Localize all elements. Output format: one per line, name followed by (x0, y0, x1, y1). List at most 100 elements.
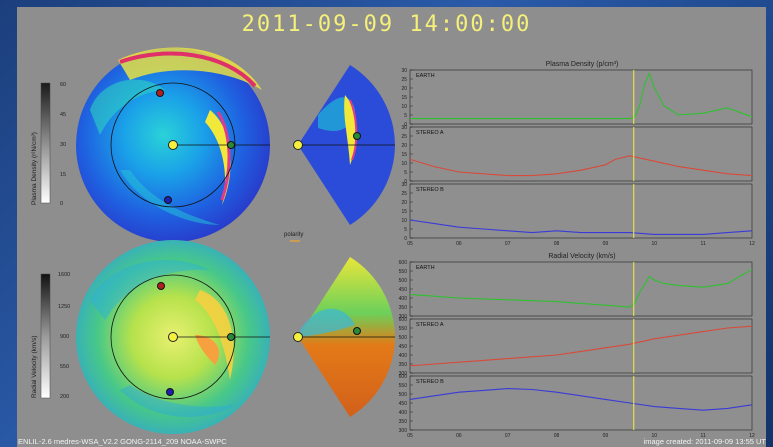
x-tick-label: 08 (554, 241, 560, 247)
panel-frame (409, 183, 753, 239)
y-tick-label: 400 (399, 353, 408, 359)
x-tick-label: 06 (456, 241, 462, 247)
velocity-tick: 1250 (58, 304, 70, 310)
series-line (409, 219, 753, 235)
y-tick-label: 10 (401, 161, 407, 167)
velocity-tick: 900 (60, 334, 69, 340)
timestamp-title: 2011-09-09 14:00:00 (241, 12, 532, 37)
velocity-spiral-arm (120, 385, 235, 417)
y-tick-label: 300 (399, 314, 408, 320)
panel-frame (409, 69, 753, 125)
panel-frame (409, 261, 753, 317)
x-tick-label: 08 (554, 433, 560, 439)
y-tick-label: 20 (401, 200, 407, 206)
y-tick-label: 0 (404, 122, 407, 128)
velocity-colorbar: 1600 1250 900 550 200 Radial Velocity (k… (31, 272, 70, 400)
velocity-colorbar-label: Radial Velocity (km/s) (31, 336, 38, 399)
y-tick-label: 30 (401, 182, 407, 188)
y-tick-label: 600 (399, 374, 408, 380)
polarity-label: polarity (284, 232, 303, 238)
series-line (409, 268, 753, 308)
y-tick-label: 25 (401, 191, 407, 197)
y-tick-label: 400 (399, 296, 408, 302)
x-tick-label: 07 (505, 433, 511, 439)
velocity-meridional-wedge (293, 257, 395, 417)
y-tick-label: 600 (399, 260, 408, 266)
y-tick-label: 550 (399, 326, 408, 332)
density-spiral-arm (90, 79, 165, 135)
y-tick-label: 550 (399, 383, 408, 389)
y-tick-label: 350 (399, 419, 408, 425)
y-tick-label: 15 (401, 209, 407, 215)
y-tick-label: 400 (399, 410, 408, 416)
y-tick-label: 450 (399, 401, 408, 407)
sun-marker (293, 332, 303, 342)
series-line (409, 325, 753, 367)
x-tick-label: 06 (456, 433, 462, 439)
density-tick: 0 (60, 201, 63, 207)
y-tick-label: 30 (401, 125, 407, 131)
x-tick-label: 09 (603, 241, 609, 247)
panel-name: EARTH (416, 73, 435, 79)
earth-marker (227, 141, 235, 149)
x-tick-label: 12 (749, 433, 755, 439)
density-cme-edge (216, 111, 231, 201)
panel-frame (409, 318, 753, 374)
density-colorbar: 60 45 30 15 0 Plasma Density (r²N/cm³) (31, 82, 66, 207)
panel-name: STEREO B (416, 187, 444, 193)
y-tick-label: 20 (401, 86, 407, 92)
velocity-cme-core (195, 335, 219, 365)
y-tick-label: 5 (404, 170, 407, 176)
x-tick-label: 11 (701, 433, 706, 439)
y-tick-label: 500 (399, 392, 408, 398)
y-tick-label: 300 (399, 428, 408, 434)
model-credit: ENLIL-2.6 medres-WSA_V2.2 GONG-2114_209 … (18, 437, 227, 446)
velocity-tick: 550 (60, 364, 69, 370)
x-tick-label: 10 (652, 241, 658, 247)
y-tick-label: 5 (404, 227, 407, 233)
y-tick-label: 10 (401, 104, 407, 110)
y-tick-label: 0 (404, 236, 407, 242)
panel-name: EARTH (416, 265, 435, 271)
y-tick-label: 10 (401, 218, 407, 224)
sun-marker (168, 332, 178, 342)
velocity-ecliptic-disk (76, 240, 270, 434)
earth-marker (227, 333, 235, 341)
sun-marker (293, 140, 303, 150)
density-stream-arc (118, 47, 262, 90)
velocity-tick: 1600 (58, 272, 70, 278)
panel-name: STEREO B (416, 379, 444, 385)
x-tick-label: 11 (701, 241, 706, 247)
density-tick: 45 (60, 112, 66, 118)
y-tick-label: 600 (399, 317, 408, 323)
y-tick-label: 350 (399, 362, 408, 368)
density-cme-band (205, 110, 231, 205)
density-meridional-wedge (293, 65, 395, 225)
density-spiral-arm (120, 170, 220, 225)
y-tick-label: 25 (401, 77, 407, 83)
sun-marker (168, 140, 178, 150)
panel-frame (409, 126, 753, 182)
stereo-b-marker (166, 388, 174, 396)
y-tick-label: 350 (399, 305, 408, 311)
y-tick-label: 5 (404, 113, 407, 119)
velocity-wedge-structure (300, 308, 355, 337)
earth-marker (353, 132, 361, 140)
y-tick-label: 20 (401, 143, 407, 149)
panel-name: STEREO A (416, 130, 444, 136)
panel-frame (409, 375, 753, 431)
x-tick-label: 05 (407, 241, 413, 247)
y-tick-label: 0 (404, 179, 407, 185)
x-tick-label: 10 (652, 433, 658, 439)
panel-name: STEREO A (416, 322, 444, 328)
x-tick-label: 12 (749, 241, 755, 247)
y-tick-label: 550 (399, 269, 408, 275)
stereo-b-marker (164, 196, 172, 204)
y-tick-label: 500 (399, 278, 408, 284)
density-ecliptic-disk (76, 47, 270, 242)
x-tick-label: 09 (603, 433, 609, 439)
velocity-tick: 200 (60, 394, 69, 400)
series-line (409, 388, 753, 411)
y-tick-label: 30 (401, 68, 407, 74)
